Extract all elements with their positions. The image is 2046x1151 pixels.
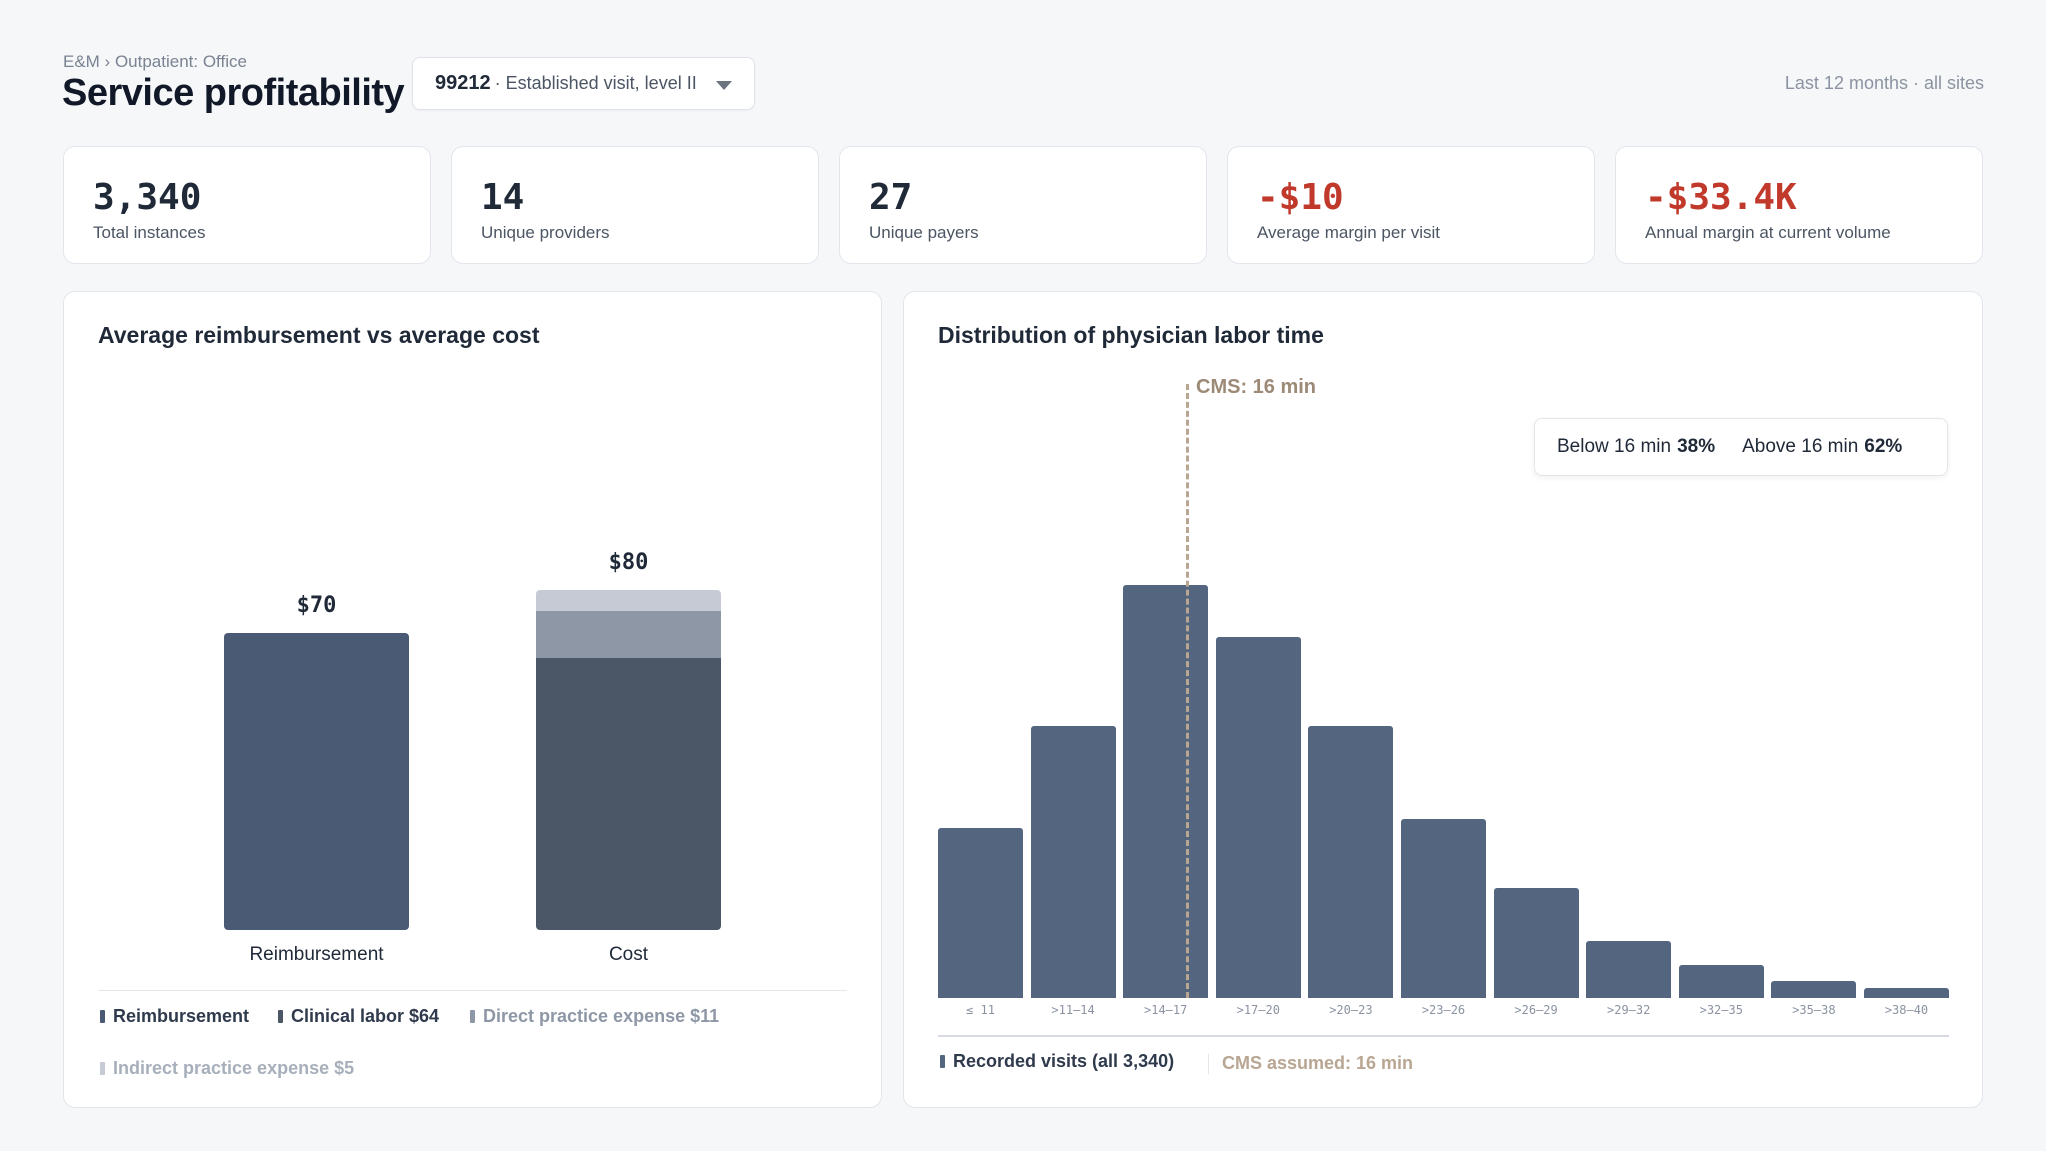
chart-title: Distribution of physician labor time <box>938 322 1324 348</box>
x-tick-label: >32–35 <box>1699 1003 1743 1017</box>
split-summary: Below 16 min 38% Above 16 min 62% <box>1534 418 1948 476</box>
kpi-label: Annual margin at current volume <box>1645 223 1891 242</box>
kpi-unique-payers: 27 Unique payers <box>839 146 1207 264</box>
kpi-label: Total instances <box>93 223 206 242</box>
x-tick-label: >29–32 <box>1607 1003 1651 1017</box>
legend-indirect-expense: Indirect practice expense $5 <box>100 1058 354 1079</box>
x-tick-label: >14–17 <box>1144 1003 1188 1017</box>
x-tick-label: >17–20 <box>1236 1003 1280 1017</box>
legend-swatch <box>278 1010 283 1023</box>
reimbursement-chart-panel: Average reimbursement vs average cost $7… <box>63 291 882 1108</box>
kpi-value: -$33.4K <box>1645 177 1797 218</box>
histogram-bar <box>1308 726 1394 998</box>
service-code: 99212 <box>435 72 491 94</box>
kpi-label: Average margin per visit <box>1257 223 1440 242</box>
legend-label: CMS assumed: 16 min <box>1222 1053 1414 1073</box>
kpi-value: -$10 <box>1257 177 1344 218</box>
legend-label: Indirect practice expense $5 <box>113 1058 355 1078</box>
legend-label: Clinical labor $64 <box>291 1006 440 1026</box>
kpi-unique-providers: 14 Unique providers <box>451 146 819 264</box>
legend-label: Reimbursement <box>113 1006 250 1026</box>
histogram-bar <box>1123 585 1209 998</box>
legend-separator <box>1208 1054 1209 1074</box>
kpi-value: 27 <box>869 177 913 218</box>
legend-swatch <box>100 1062 105 1075</box>
cms-reference-line <box>1186 384 1189 998</box>
x-tick-label: >20–23 <box>1329 1003 1373 1017</box>
legend-swatch <box>940 1055 945 1068</box>
legend-label: Recorded visits (all 3,340) <box>953 1051 1175 1071</box>
service-code-description: · Established visit, level II <box>494 73 697 93</box>
legend-recorded-visits: Recorded visits (all 3,340) <box>940 1051 1174 1072</box>
kpi-value: 3,340 <box>93 177 202 218</box>
legend-cms-assumed: CMS assumed: 16 min <box>1222 1053 1413 1074</box>
page-title: Service profitability <box>62 72 405 114</box>
kpi-label: Unique providers <box>481 223 610 242</box>
cms-reference-label: CMS: 16 min <box>1196 376 1317 398</box>
bar-reimbursement <box>224 632 409 930</box>
chart-baseline <box>938 1035 1949 1037</box>
above-value: 62% <box>1864 436 1903 457</box>
kpi-total-instances: 3,340 Total instances <box>63 146 431 264</box>
date-range-label: Last 12 months · all sites <box>1784 73 1984 93</box>
above-label: Above 16 min <box>1742 436 1859 457</box>
histogram-bar <box>1586 941 1672 998</box>
x-tick-label: >35–38 <box>1792 1003 1836 1017</box>
category-label: Reimbursement <box>249 944 384 965</box>
legend-swatch <box>100 1010 105 1023</box>
below-label: Below 16 min <box>1557 436 1672 457</box>
bar-value-label: $70 <box>296 592 337 618</box>
histogram-bar <box>1030 726 1116 998</box>
legend-clinical-labor: Clinical labor $64 <box>278 1006 439 1027</box>
histogram-bar <box>938 827 1023 998</box>
x-tick-label: >23–26 <box>1421 1003 1466 1017</box>
bar-segment-direct-expense <box>536 611 721 658</box>
category-label: Cost <box>608 944 649 965</box>
legend-direct-expense: Direct practice expense $11 <box>470 1006 719 1027</box>
bar-segment-clinical-labor <box>536 658 721 930</box>
breadcrumb: E&M › Outpatient: Office <box>63 52 247 71</box>
x-tick-label: >26–29 <box>1514 1003 1558 1017</box>
labor-time-chart-panel: Distribution of physician labor time Bel… <box>903 291 1983 1108</box>
kpi-annual-margin: -$33.4K Annual margin at current volume <box>1615 146 1983 264</box>
legend-label: Direct practice expense $11 <box>483 1006 720 1026</box>
below-value: 38% <box>1677 436 1716 457</box>
histogram-bar <box>1215 636 1301 998</box>
histogram-bar <box>1493 887 1579 998</box>
kpi-value: 14 <box>481 177 525 218</box>
legend-divider <box>98 990 847 991</box>
legend-swatch <box>470 1010 475 1023</box>
bar-segment-indirect-expense <box>536 590 721 612</box>
histogram-bar <box>1771 980 1857 998</box>
bar-value-label: $80 <box>608 550 649 575</box>
histogram-bar <box>1864 987 1949 998</box>
kpi-average-margin: -$10 Average margin per visit <box>1227 146 1595 264</box>
chevron-down-icon <box>716 81 732 90</box>
histogram-bar <box>1401 819 1486 998</box>
x-tick-label: >11–14 <box>1051 1003 1095 1017</box>
x-tick-label: >38–40 <box>1884 1003 1929 1017</box>
legend-reimbursement: Reimbursement <box>100 1006 249 1027</box>
x-tick-label: ≤ 11 <box>966 1003 995 1017</box>
kpi-label: Unique payers <box>869 223 979 242</box>
histogram-bar <box>1678 965 1764 998</box>
service-code-select[interactable]: 99212 · Established visit, level II <box>412 57 755 110</box>
chart-title: Average reimbursement vs average cost <box>98 322 540 348</box>
